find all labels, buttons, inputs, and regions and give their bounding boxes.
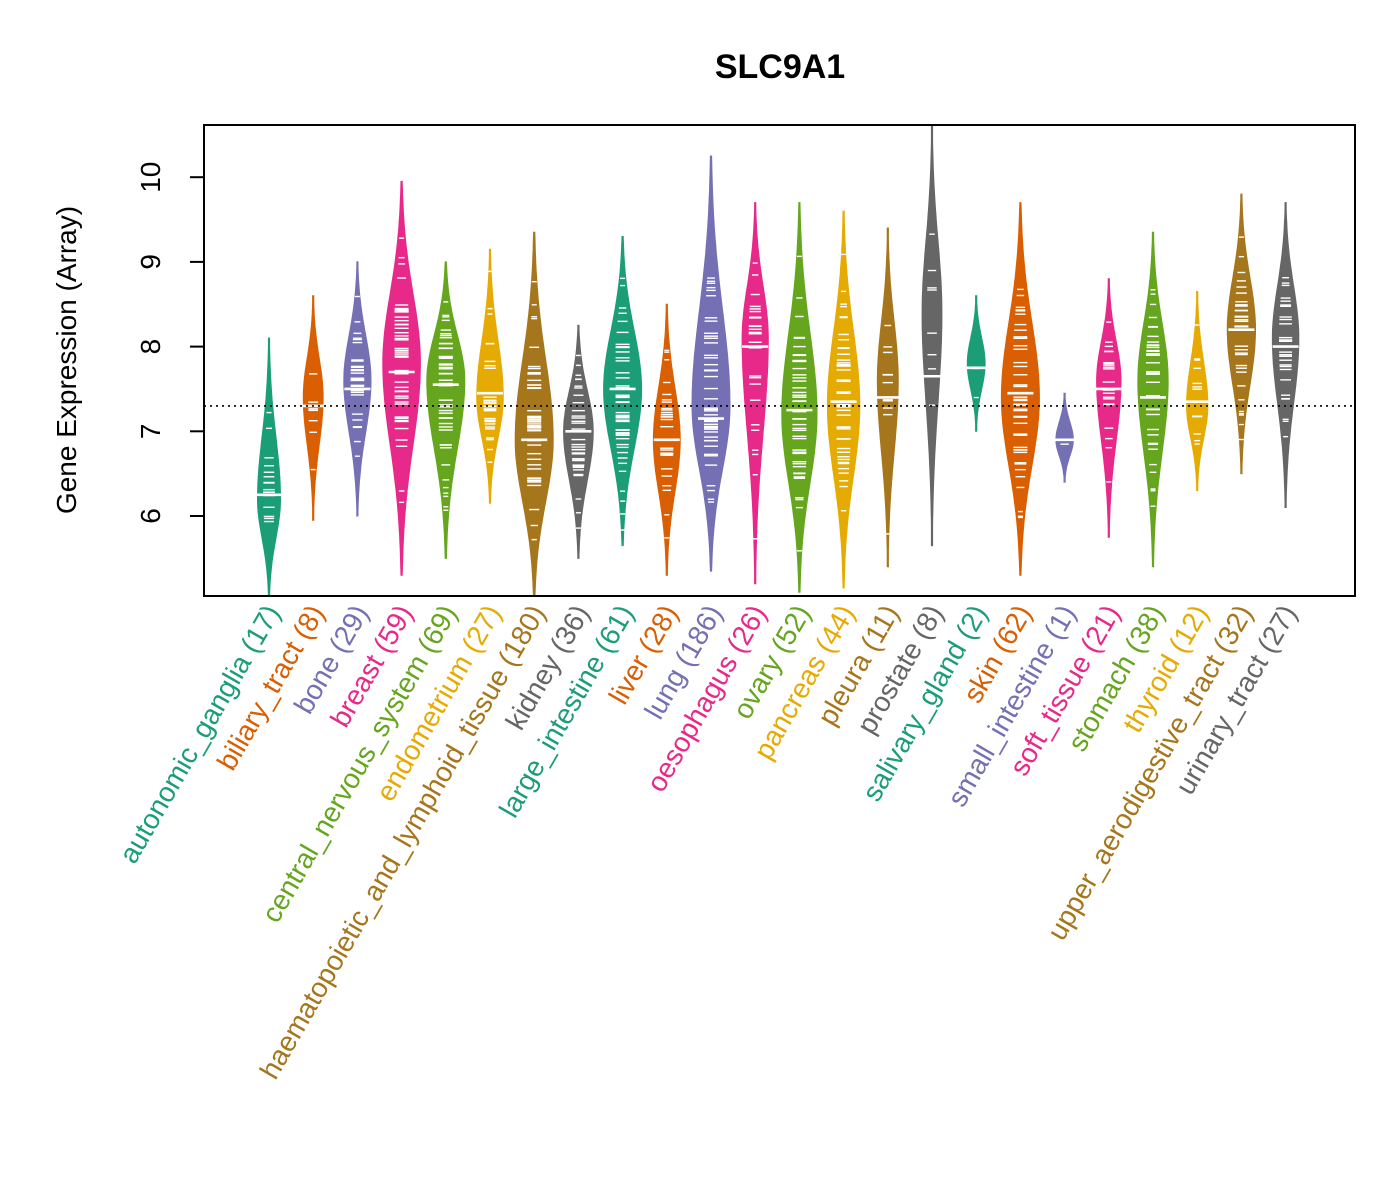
violin-skin — [1000, 202, 1040, 576]
violin-pleura — [874, 227, 901, 568]
violin-lung — [691, 155, 731, 572]
violin-endometrium — [476, 248, 504, 504]
y-axis-label: Gene Expression (Array) — [51, 206, 82, 514]
violin-prostate — [919, 125, 945, 547]
y-tick-label: 8 — [135, 339, 166, 355]
violin-bone — [343, 261, 372, 517]
x-axis-labels: autonomic_ganglia (17)biliary_tract (8)b… — [113, 600, 1303, 1085]
violin-breast — [382, 180, 421, 576]
chart-title: SLC9A1 — [715, 48, 845, 86]
y-axis: 6 7 8 9 10 — [135, 162, 204, 524]
plot-frame — [203, 124, 1356, 597]
y-tick-label: 6 — [135, 508, 166, 524]
violin-haematopoietic-and-lymphoid-tissue — [514, 231, 554, 596]
y-tick-label: 10 — [135, 162, 166, 193]
violin-urinary-tract — [1271, 202, 1300, 508]
violin-large-intestine — [603, 236, 643, 547]
violin-upper-aerodigestive-tract — [1226, 193, 1256, 475]
violin-soft-tissue — [1095, 278, 1122, 538]
violin-ovary — [781, 202, 818, 593]
violin-oesophagus — [741, 202, 769, 585]
violin-stomach — [1137, 231, 1169, 568]
violin-small-intestine — [1051, 392, 1078, 483]
violin-liver — [652, 303, 681, 576]
violin-thyroid — [1184, 291, 1211, 492]
y-tick-label: 7 — [135, 424, 166, 440]
violin-kidney — [563, 324, 594, 559]
violin-central-nervous-system — [426, 261, 466, 559]
violin-autonomic-ganglia — [256, 337, 282, 596]
violin-salivary-gland — [963, 295, 990, 432]
violin-layer — [256, 125, 1300, 596]
violin-biliary-tract — [300, 295, 327, 521]
violin-pancreas — [826, 210, 861, 589]
y-tick-label: 9 — [135, 254, 166, 270]
